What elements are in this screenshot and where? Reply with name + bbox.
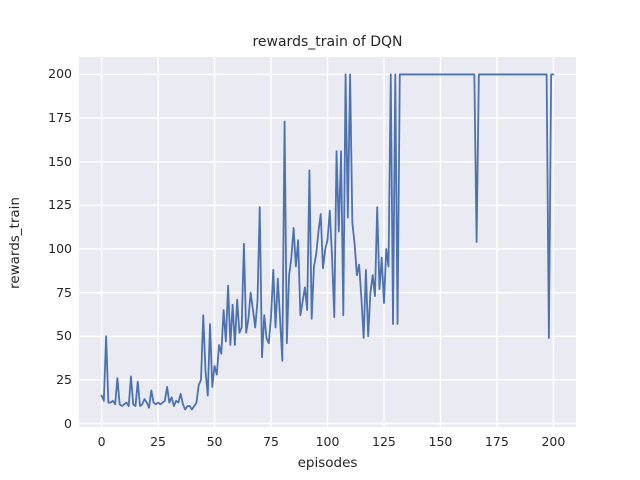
y-tick-label: 50: [56, 328, 72, 344]
chart-title: rewards_train of DQN: [252, 34, 403, 50]
y-tick-label: 200: [48, 66, 72, 82]
y-tick-label: 150: [48, 153, 72, 169]
x-tick-label: 150: [428, 434, 453, 449]
plot-area: [79, 57, 576, 427]
x-tick-label: 175: [484, 434, 509, 449]
y-tick-label: 25: [56, 371, 72, 387]
plot-canvas: [79, 57, 576, 427]
y-tick-label: 100: [48, 240, 72, 256]
y-axis-label: rewards_train: [7, 197, 23, 289]
series-line-rewards_train: [100, 73, 555, 411]
y-tick-label: 175: [48, 110, 72, 126]
x-tick-label: 200: [541, 434, 566, 449]
y-tick-label: 0: [64, 415, 72, 431]
x-tick-label: 100: [315, 434, 340, 449]
x-tick-label: 50: [206, 434, 223, 449]
x-tick-label: 125: [372, 434, 396, 449]
x-axis-label: episodes: [297, 455, 358, 471]
x-tick-label: 75: [263, 434, 279, 449]
x-tick-label: 0: [97, 434, 106, 449]
y-tick-label: 75: [56, 284, 72, 300]
x-tick-label: 25: [150, 434, 167, 449]
y-tick-label: 125: [48, 197, 72, 213]
